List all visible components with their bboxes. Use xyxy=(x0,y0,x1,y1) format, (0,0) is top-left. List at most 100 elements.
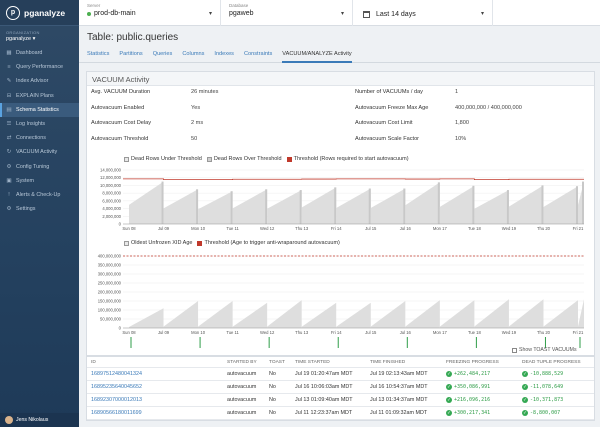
vacuum-id-link[interactable]: 16890566180011699 xyxy=(91,410,142,416)
freezing-progress-value: +300,217,341 xyxy=(454,410,491,416)
user-menu[interactable]: Jens Nikolaus xyxy=(0,413,79,427)
table-header: ID Started By Toast Time Started Time Fi… xyxy=(87,357,594,368)
sidebar-item-index[interactable]: ✎ Index Advisor xyxy=(0,74,79,88)
header-dead-tuple-progress[interactable]: Dead Tuple Progress xyxy=(522,359,581,365)
area-segment xyxy=(163,189,199,224)
legend-item-xid-age[interactable]: Oldest Unfrozen XID Age xyxy=(124,240,192,246)
legend-item-over[interactable]: Dead Rows Over Threshold xyxy=(206,156,282,162)
app-name: pganalyze xyxy=(24,7,66,18)
time-started-cell: Jul 16 10:06:03am MDT xyxy=(295,384,353,390)
sidebar-item-config[interactable]: ⚙ Config Tuning xyxy=(0,160,79,174)
sidebar-item-schema[interactable]: ▤ Schema Statistics xyxy=(0,102,79,117)
area-segment xyxy=(543,186,578,224)
sidebar-item-label: EXPLAIN Plans xyxy=(16,92,54,99)
header-id[interactable]: ID xyxy=(91,359,96,365)
sidebar-item-log[interactable]: ☰ Log Insights xyxy=(0,117,79,131)
tab-constraints[interactable]: Constraints xyxy=(243,51,273,57)
time-finished-cell: Jul 16 10:54:37am MDT xyxy=(370,384,428,390)
sidebar-item-dashboard[interactable]: ▦ Dashboard xyxy=(0,46,79,60)
chevron-down-icon: ▾ xyxy=(340,11,344,17)
sidebar-item-label: VACUUM Activity xyxy=(16,149,58,156)
over-threshold-bar xyxy=(230,191,233,224)
stat-value: 400,000,000 / 400,000,000 xyxy=(455,104,522,111)
started-by-cell: autovacuum xyxy=(227,397,257,403)
chevron-down-icon: ▾ xyxy=(208,11,212,17)
y-tick-label: 14,000,000 xyxy=(100,168,122,173)
freezing-progress-cell: ✓ +262,484,217 xyxy=(446,371,522,377)
header-started-by[interactable]: Started By xyxy=(227,359,257,365)
area-segment xyxy=(439,185,475,224)
over-threshold-bar xyxy=(368,188,371,224)
table-row[interactable]: 16895235640045652 autovacuum No Jul 16 10:0… xyxy=(87,381,594,394)
sidebar-item-alerts[interactable]: ! Alerts & Check-Up xyxy=(0,188,79,202)
x-tick-label: Mon 10 xyxy=(191,226,206,231)
check-icon: ✓ xyxy=(522,384,528,390)
vacuum-id-link[interactable]: 16892307000012013 xyxy=(91,397,142,403)
area-segment xyxy=(578,299,584,328)
header-toast[interactable]: Toast xyxy=(269,359,285,365)
area-segment xyxy=(129,308,164,328)
x-tick-label: Wed 19 xyxy=(502,330,517,335)
over-threshold-bar xyxy=(403,188,406,224)
stat-value: 1 xyxy=(455,89,459,95)
alerts-icon: ! xyxy=(8,191,10,198)
sidebar-item-query[interactable]: ≡ Query Performance xyxy=(0,60,79,74)
area-segment xyxy=(336,188,371,224)
header-time-started[interactable]: Time Started xyxy=(295,359,330,365)
database-selector[interactable]: Database pgaweb ▾ xyxy=(221,0,353,26)
tab-partitions[interactable]: Partitions xyxy=(119,51,143,57)
database-label: Database xyxy=(229,3,249,8)
table-row[interactable]: 16897512480041324 autovacuum No Jul 19 01:2… xyxy=(87,368,594,381)
toast-checkbox[interactable] xyxy=(512,347,517,353)
freezing-progress-value: +262,484,217 xyxy=(454,371,491,377)
legend-item-threshold[interactable]: Threshold (Rows required to start autova… xyxy=(286,156,409,162)
x-tick-label: Fri 14 xyxy=(331,330,342,335)
sidebar-item-label: Dashboard xyxy=(16,50,43,57)
legend-item-under[interactable]: Dead Rows Under Threshold xyxy=(124,156,202,162)
tab-indexes[interactable]: Indexes xyxy=(214,51,234,57)
sidebar-item-connections[interactable]: ⇄ Connections xyxy=(0,131,79,145)
legend-swatch xyxy=(206,156,212,162)
logo[interactable]: p pganalyze xyxy=(0,0,79,26)
vacuum-table: ID Started By Toast Time Started Time Fi… xyxy=(86,356,595,421)
over-threshold-bar xyxy=(437,182,440,224)
sidebar-item-settings[interactable]: ⚙ Settings xyxy=(0,202,79,216)
table-row[interactable]: 16892307000012013 autovacuum No Jul 13 01:0… xyxy=(87,394,594,407)
legend-item-wraparound-threshold[interactable]: Threshold (Age to trigger anti-wraparoun… xyxy=(197,240,340,246)
x-tick-label: Sun 08 xyxy=(122,226,136,231)
sidebar-item-explain[interactable]: ⊟ EXPLAIN Plans xyxy=(0,89,79,103)
sidebar-item-system[interactable]: ▣ System xyxy=(0,174,79,188)
x-tick-label: Tue 18 xyxy=(468,330,482,335)
date-range-selector[interactable]: Last 14 days ▾ xyxy=(353,0,493,26)
sidebar-item-vacuum[interactable]: ↻ VACUUM Activity xyxy=(0,145,79,159)
check-icon: ✓ xyxy=(522,397,528,403)
tab-queries[interactable]: Queries xyxy=(152,51,173,57)
vacuum-id-link[interactable]: 16897512480041324 xyxy=(91,371,142,377)
org-selector[interactable]: pganalyze ▾ xyxy=(6,36,36,42)
header-freezing-progress[interactable]: Freezing Progress xyxy=(446,359,499,365)
header-time-finished[interactable]: Time Finished xyxy=(370,359,406,365)
y-tick-label: 50,000,000 xyxy=(100,317,122,322)
show-toast-toggle[interactable]: Show TOAST VACUUMs xyxy=(512,347,577,353)
check-icon: ✓ xyxy=(522,410,528,416)
vacuum-id-link[interactable]: 16895235640045652 xyxy=(91,384,142,390)
tab-statistics[interactable]: Statistics xyxy=(87,51,110,57)
toast-cell: No xyxy=(269,384,276,390)
y-tick-label: 350,000,000 xyxy=(98,263,122,268)
area-segment xyxy=(129,181,164,224)
x-tick-label: Fri 21 xyxy=(573,226,584,231)
x-tick-label: Wed 19 xyxy=(502,226,517,231)
tab-vacuum-analyze-activity[interactable]: VACUUM/ANALYZE Activity xyxy=(282,48,352,63)
freezing-progress-cell: ✓ +300,217,341 xyxy=(446,410,522,416)
tab-columns[interactable]: Columns xyxy=(182,51,205,57)
stat-value: 1,800 xyxy=(455,120,469,126)
area-segment xyxy=(370,301,406,328)
explain-icon: ⊟ xyxy=(6,92,12,99)
area-segment xyxy=(508,299,544,328)
dead-tuple-progress-cell: ✓ -8,800,007 xyxy=(522,410,592,416)
over-threshold-bar xyxy=(541,185,544,224)
stat-label: Autovacuum Freeze Max Age xyxy=(355,104,429,111)
server-selector[interactable]: Server prod-db-main ▾ xyxy=(79,0,221,26)
table-row[interactable]: 16890566180011699 autovacuum No Jul 11 12:2… xyxy=(87,407,594,420)
area-segment xyxy=(163,301,199,328)
